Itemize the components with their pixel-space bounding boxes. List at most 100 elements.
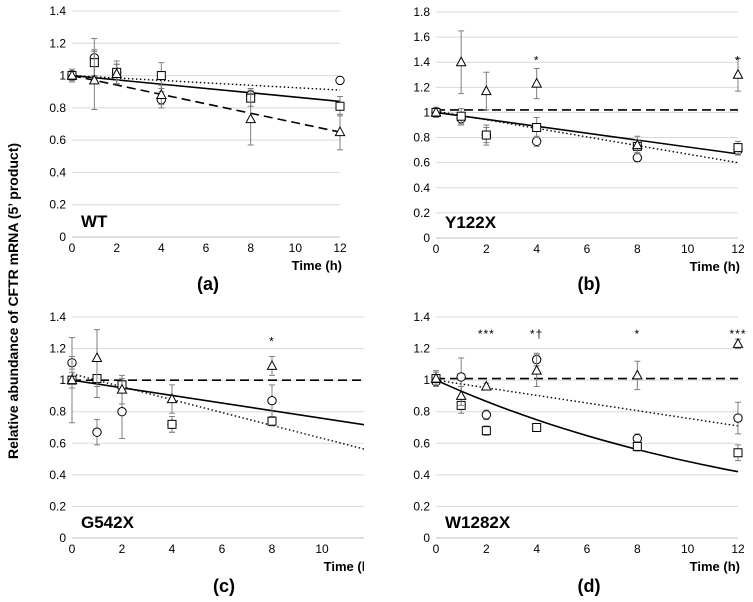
data-point-triangle [111, 67, 123, 78]
y-tick-label: 0.6 [49, 133, 66, 147]
data-point-triangle [531, 77, 543, 88]
data-point-triangle [245, 113, 257, 124]
y-tick-label: 0.2 [49, 198, 66, 212]
panel-a-wt: 0 0.2 0.4 0.6 0.8 1 1.2 1.4 0 2 4 6 8 10 12 Time (h) WT (… [49, 4, 347, 294]
data-point-triangle [66, 374, 78, 385]
data-point-circle [92, 427, 102, 437]
x-tick-label: 12 [731, 542, 745, 556]
y-tick-label: 0 [59, 531, 66, 545]
panel-d-w1282x: 0 0.2 0.4 0.6 0.8 1 1.2 1.4 0 2 4 6 8 10 12 Time (h) W12… [413, 310, 746, 596]
y-tick-label: 1 [423, 105, 430, 119]
data-point-circle [267, 395, 277, 406]
data-point-square [532, 423, 542, 432]
x-tick-label: 6 [203, 241, 210, 255]
data-point-triangle [116, 383, 128, 394]
data-point-triangle [631, 369, 643, 380]
panel-caption: (a) [197, 274, 219, 294]
significance-marker: * [634, 327, 640, 341]
x-tick-label: 0 [69, 542, 76, 556]
trendline-square-solid [435, 379, 739, 473]
panel-genotype-label: Y122X [445, 213, 497, 232]
data-point-square [733, 143, 743, 153]
panel-b-y122x: 0 0.2 0.4 0.6 0.8 1 1.2 1.4 1.6 1.8 0 2 4 6 8 10 12 Time … [413, 5, 745, 294]
data-point-square [456, 111, 466, 121]
x-axis-label: Time (h) [324, 559, 364, 574]
data-point-triangle [88, 74, 100, 85]
y-tick-label: 1.4 [49, 4, 66, 18]
y-tick-label: 0.4 [413, 468, 430, 482]
data-point-circle [733, 413, 743, 423]
panel-genotype-label: W1282X [445, 513, 511, 532]
y-tick-label: 0.4 [49, 165, 66, 179]
trendline-circle-dotted [435, 110, 739, 164]
data-point-circle [531, 136, 542, 147]
data-point-circle [456, 372, 466, 382]
data-point-triangle [480, 380, 492, 391]
data-point-square [733, 448, 743, 458]
data-point-square [167, 419, 177, 429]
data-point-square [156, 71, 166, 81]
y-tick-label: 0.6 [49, 436, 66, 450]
data-point-square [632, 441, 642, 451]
data-point-square [481, 426, 491, 436]
data-point-triangle [266, 359, 278, 370]
data-point-square [267, 416, 277, 426]
trendline-circle-dotted [435, 379, 739, 427]
panel-genotype-label: G542X [81, 513, 135, 532]
data-point-triangle [732, 337, 744, 348]
data-point-triangle [455, 389, 467, 400]
data-point-circle [117, 407, 127, 417]
data-point-triangle [631, 139, 643, 150]
x-tick-label: 2 [113, 241, 120, 255]
y-tick-label: 1 [423, 373, 430, 387]
x-tick-label: 0 [433, 542, 440, 556]
y-tick-label: 1 [59, 69, 66, 83]
panel-caption: (c) [213, 576, 235, 596]
x-tick-label: 12 [333, 241, 347, 255]
y-tick-label: 1.2 [413, 342, 430, 356]
data-point-triangle [166, 393, 178, 404]
trendline-square-solid [71, 379, 364, 426]
y-tick-label: 0 [423, 231, 430, 245]
y-tick-label: 0.2 [413, 499, 430, 513]
data-point-triangle [430, 106, 442, 117]
data-point-triangle [66, 69, 78, 80]
significance-marker: * [534, 54, 540, 68]
y-tick-label: 0.4 [49, 468, 66, 482]
y-tick-label: 0 [59, 230, 66, 244]
x-tick-label: 8 [634, 242, 641, 256]
significance-marker: *† [530, 327, 543, 341]
x-tick-label: 4 [158, 241, 165, 255]
y-tick-label: 1.2 [49, 36, 66, 50]
x-tick-label: 2 [119, 542, 126, 556]
data-point-triangle [430, 372, 442, 383]
x-tick-label: 0 [433, 242, 440, 256]
data-point-triangle [480, 85, 492, 96]
x-tick-label: 10 [289, 241, 303, 255]
shared-y-axis-label: Relative abundance of CFTR mRNA (5’ prod… [5, 143, 21, 459]
x-tick-label: 10 [681, 542, 695, 556]
x-tick-label: 10 [681, 242, 695, 256]
trendline-triangle-dashed [71, 74, 341, 133]
data-point-triangle [91, 351, 103, 363]
x-tick-label: 6 [584, 242, 591, 256]
data-point-triangle [155, 88, 167, 99]
data-point-triangle [732, 68, 744, 79]
y-tick-label: 1 [59, 373, 66, 387]
x-tick-label: 8 [247, 241, 254, 255]
significance-marker: *** [729, 327, 746, 341]
data-point-square [532, 123, 542, 133]
data-point-square [335, 101, 345, 111]
panel-caption: (b) [578, 274, 601, 294]
x-tick-label: 0 [69, 241, 76, 255]
x-axis-label: Time (h) [690, 559, 740, 574]
x-tick-label: 2 [483, 242, 490, 256]
trendline-square-solid [435, 111, 739, 155]
y-tick-label: 1.4 [413, 55, 430, 69]
x-tick-label: 4 [169, 542, 176, 556]
y-tick-label: 0.4 [413, 181, 430, 195]
significance-marker: * [735, 54, 741, 68]
y-tick-label: 1.4 [413, 310, 430, 324]
y-tick-label: 0.6 [413, 436, 430, 450]
